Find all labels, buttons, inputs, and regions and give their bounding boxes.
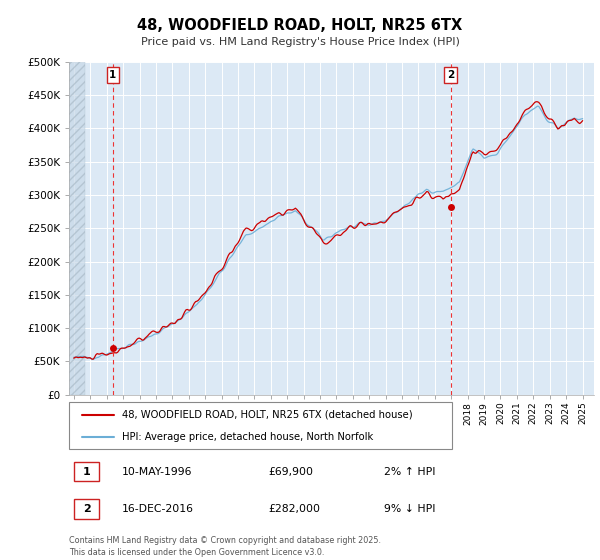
Text: 2% ↑ HPI: 2% ↑ HPI [384, 466, 436, 477]
Text: 10-MAY-1996: 10-MAY-1996 [121, 466, 192, 477]
Text: £282,000: £282,000 [269, 504, 320, 514]
Text: 1: 1 [109, 70, 116, 80]
Text: Price paid vs. HM Land Registry's House Price Index (HPI): Price paid vs. HM Land Registry's House … [140, 37, 460, 47]
Text: 16-DEC-2016: 16-DEC-2016 [121, 504, 193, 514]
Text: £69,900: £69,900 [269, 466, 314, 477]
Bar [69, 62, 85, 395]
Text: 48, WOODFIELD ROAD, HOLT, NR25 6TX: 48, WOODFIELD ROAD, HOLT, NR25 6TX [137, 18, 463, 32]
FancyBboxPatch shape [74, 500, 100, 519]
FancyBboxPatch shape [69, 402, 452, 449]
Text: 48, WOODFIELD ROAD, HOLT, NR25 6TX (detached house): 48, WOODFIELD ROAD, HOLT, NR25 6TX (deta… [121, 409, 412, 419]
Text: 1: 1 [83, 466, 91, 477]
Text: 9% ↓ HPI: 9% ↓ HPI [384, 504, 436, 514]
Text: Contains HM Land Registry data © Crown copyright and database right 2025.
This d: Contains HM Land Registry data © Crown c… [69, 536, 381, 557]
Text: HPI: Average price, detached house, North Norfolk: HPI: Average price, detached house, Nort… [121, 432, 373, 442]
FancyBboxPatch shape [74, 461, 100, 482]
Text: 2: 2 [83, 504, 91, 514]
Text: 2: 2 [447, 70, 454, 80]
